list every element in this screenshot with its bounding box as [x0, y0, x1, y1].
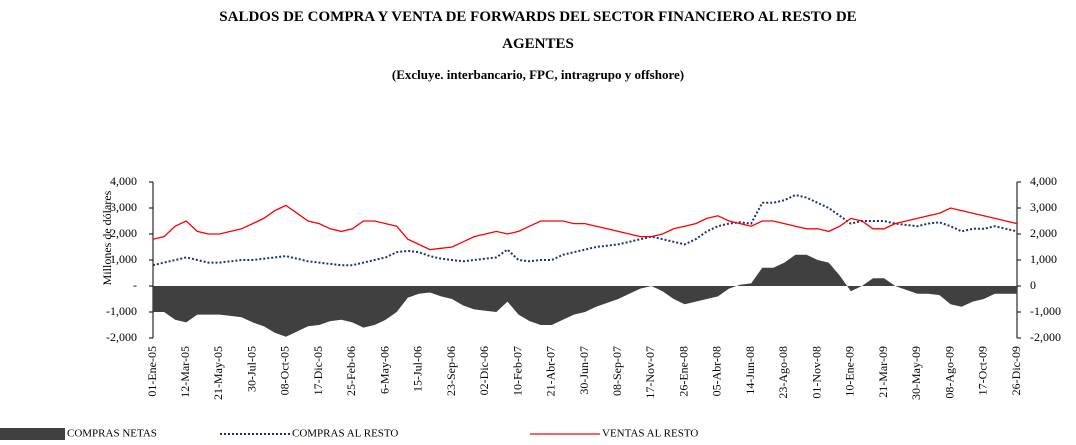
y2-tick-label: 1,000 [1030, 252, 1057, 266]
chart-title: SALDOS DE COMPRA Y VENTA DE FORWARDS DEL… [219, 9, 856, 52]
x-tick-label: 02-Dic-06 [477, 346, 491, 395]
x-tick-label: 23-Sep-06 [444, 346, 458, 396]
x-tick-label: 6-May-06 [377, 346, 391, 394]
x-tick-label: 08-Sep-07 [610, 346, 624, 396]
y-tick-label: 1,000 [110, 252, 137, 266]
chart-subtitle: (Excluye. interbancario, FPC, intragrupo… [392, 67, 684, 82]
y-axis-label: Millones de dólares [100, 190, 114, 285]
y2-tick-label: 2,000 [1030, 226, 1057, 240]
y2-tick-label: -1,000 [1030, 304, 1061, 318]
x-tick-label: 17-Oct-09 [976, 346, 990, 395]
y-tick-label: 4,000 [110, 174, 137, 188]
legend-label: COMPRAS AL RESTO [292, 428, 398, 440]
y2-tick-label: 4,000 [1030, 174, 1057, 188]
x-tick-label: 15-Jul-06 [411, 346, 425, 392]
area [153, 254, 1017, 337]
x-tick-label: 23-Ago-08 [776, 346, 790, 399]
y-tick-label: -1,000 [106, 304, 137, 318]
x-tick-label: 01-Ene-05 [145, 346, 159, 397]
x-tick-label: 21-May-05 [211, 346, 225, 400]
line [152, 204, 1018, 251]
x-tick-label: 26-Ene-08 [676, 346, 690, 397]
y-tick-label: 2,000 [110, 226, 137, 240]
y2-tick-label: -2,000 [1030, 330, 1061, 344]
y2-tick-label: 0 [1030, 278, 1036, 292]
y2-tick-label: 3,000 [1030, 200, 1057, 214]
x-tick-label: 30-Jul-05 [244, 346, 258, 392]
line [152, 193, 1018, 267]
x-tick-label: 01-Nov-08 [809, 346, 823, 399]
x-tick-label: 08-Ago-09 [942, 346, 956, 399]
y-tick-label: - [133, 278, 137, 292]
x-tick-label: 10-Ene-09 [843, 346, 857, 397]
x-tick-label: 26-Dic-09 [1009, 346, 1023, 395]
x-tick-label: 21-Abr-07 [544, 346, 558, 396]
legend-swatch [0, 428, 65, 440]
y-tick-label: -2,000 [106, 330, 137, 344]
legend-label: COMPRAS NETAS [67, 428, 157, 440]
x-tick-label: 10-Feb-07 [510, 346, 524, 396]
x-tick-label: 17-Dic-05 [311, 346, 325, 395]
y-tick-label: 3,000 [110, 200, 137, 214]
x-tick-label: 08-Oct-05 [278, 346, 292, 395]
x-tick-label: 12-Mar-05 [178, 346, 192, 398]
x-tick-label: 14-Jun-08 [743, 346, 757, 395]
legend-label: VENTAS AL RESTO [602, 428, 698, 440]
x-tick-label: 30-May-09 [909, 346, 923, 400]
x-tick-label: 05-Abr-08 [710, 346, 724, 396]
x-tick-label: 25-Feb-06 [344, 346, 358, 396]
x-tick-label: 30-Jun-07 [577, 346, 591, 395]
x-tick-label: 21-Mar-09 [876, 346, 890, 398]
x-tick-label: 17-Nov-07 [643, 346, 657, 399]
